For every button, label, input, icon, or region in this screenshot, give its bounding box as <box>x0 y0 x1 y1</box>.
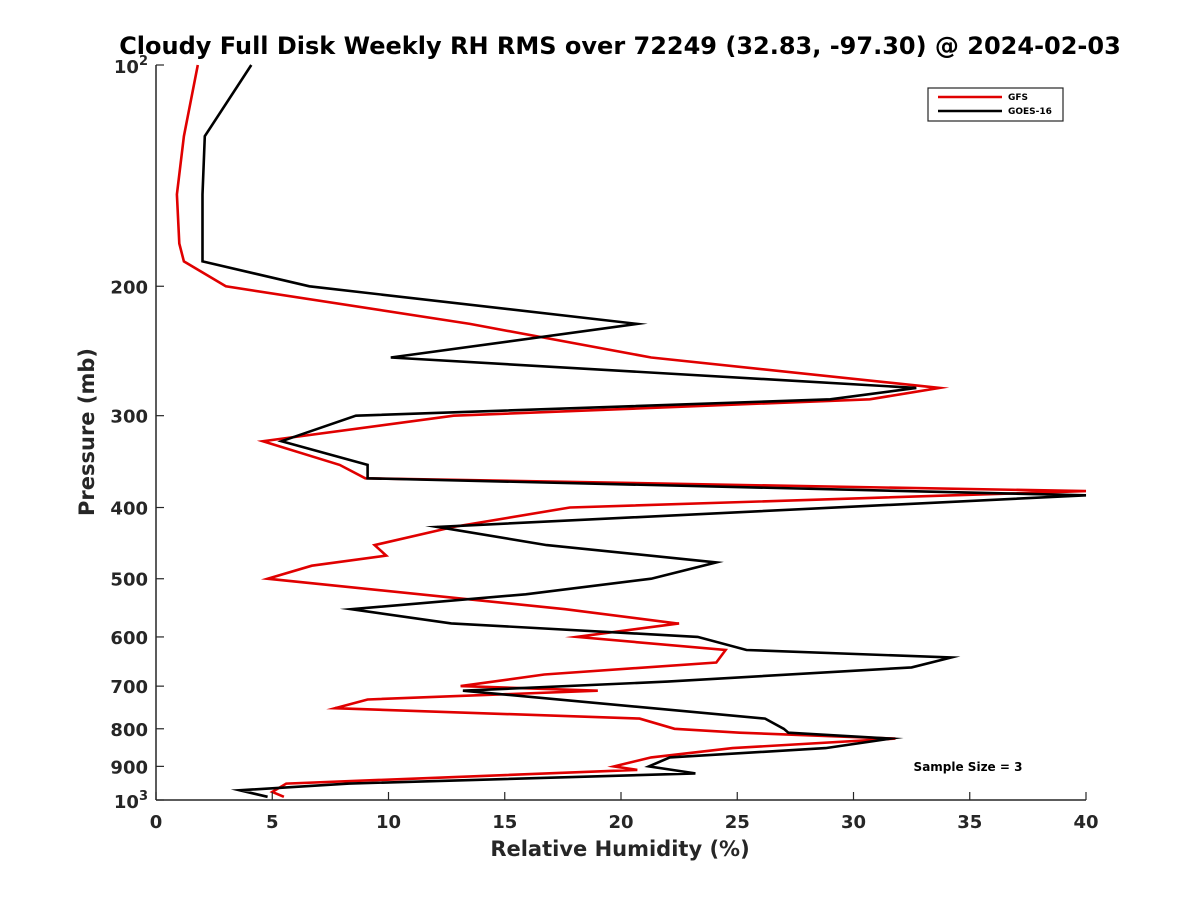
x-tick-label: 40 <box>1073 812 1098 833</box>
y-tick-label: 300 <box>110 407 148 428</box>
x-tick-label: 30 <box>841 812 866 833</box>
y-tick-label: 600 <box>110 628 148 649</box>
ticks-layer: 0 5 10 15 20 25 30 35 40 200 300 400 500 600 700 800 900… <box>110 54 1098 833</box>
y-axis-label: Pressure (mb) <box>75 348 99 516</box>
x-tick-label: 10 <box>376 812 401 833</box>
y-tick-label: 200 <box>110 277 148 298</box>
chart-title: Cloudy Full Disk Weekly RH RMS over 7224… <box>119 32 1121 60</box>
legend-entries: GFS GOES-16 <box>938 93 1052 117</box>
y-tick-label: 900 <box>110 757 148 778</box>
series-line-goes-16 <box>201 64 1087 799</box>
x-axis-label: Relative Humidity (%) <box>490 837 749 861</box>
legend-label: GOES-16 <box>1008 107 1052 117</box>
sample-size-annotation: Sample Size = 3 <box>914 760 1023 774</box>
y-tick-label: 800 <box>110 720 148 741</box>
axes-layer <box>155 65 1086 801</box>
y-decade-tick-label: 102 <box>114 54 148 78</box>
legend-label: GFS <box>1008 93 1028 103</box>
y-tick-label: 500 <box>110 570 148 591</box>
y-tick-label: 400 <box>110 499 148 520</box>
x-tick-label: 15 <box>492 812 517 833</box>
y-tick-label: 700 <box>110 677 148 698</box>
x-tick-label: 20 <box>608 812 633 833</box>
x-tick-label: 35 <box>957 812 982 833</box>
x-tick-label: 25 <box>725 812 750 833</box>
legend: GFS GOES-16 <box>927 87 1064 122</box>
x-tick-label: 0 <box>150 812 163 833</box>
x-tick-label: 5 <box>266 812 279 833</box>
series-layer <box>175 64 1087 799</box>
y-decade-tick-label: 103 <box>114 789 148 813</box>
legend-box <box>927 87 1064 122</box>
